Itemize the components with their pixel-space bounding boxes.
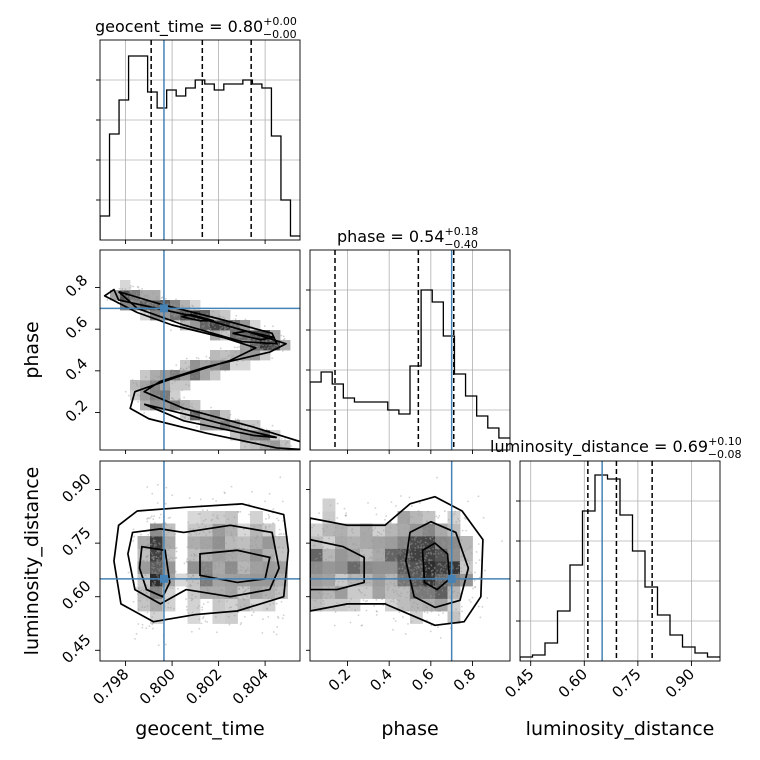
x-tick-label: 0.2 bbox=[325, 665, 355, 695]
x-axis-label-phase: phase bbox=[381, 718, 438, 740]
y-tick-label: 0.45 bbox=[58, 631, 94, 667]
histogram-luminosity-distance bbox=[516, 460, 721, 662]
y-tick-label: 0.2 bbox=[62, 396, 92, 426]
density-bins bbox=[310, 498, 473, 624]
y-tick-label: 0.90 bbox=[58, 470, 94, 506]
y-axis-label-luminosity-distance: luminosity_distance bbox=[21, 467, 43, 656]
x-axis-label-geocent-time: geocent_time bbox=[135, 718, 264, 740]
density-luminosity-distance-vs-geocent-time bbox=[99, 460, 301, 662]
x-tick-label: 0.804 bbox=[229, 665, 272, 708]
density-luminosity-distance-vs-phase bbox=[309, 460, 511, 662]
y-tick-label: 0.6 bbox=[62, 313, 92, 343]
panel-frame bbox=[99, 249, 301, 451]
y-axis-label-phase: phase bbox=[21, 321, 43, 378]
x-tick-label: 0.798 bbox=[89, 665, 132, 708]
y-tick-label: 0.60 bbox=[58, 577, 94, 613]
grid-lines bbox=[100, 40, 300, 240]
truth-point bbox=[159, 574, 168, 583]
x-tick-label: 0.45 bbox=[501, 665, 537, 701]
x-tick-label: 0.802 bbox=[182, 665, 225, 708]
histogram-step bbox=[100, 55, 300, 240]
truth-point bbox=[447, 574, 456, 583]
title-phase: phase = 0.54+0.18 −0.40 bbox=[337, 225, 478, 251]
panel-frame bbox=[99, 460, 301, 662]
x-tick-label: 0.800 bbox=[136, 665, 179, 708]
histogram-step bbox=[520, 474, 720, 661]
x-axis-label-luminosity-distance: luminosity_distance bbox=[526, 718, 715, 740]
histogram-geocent-time bbox=[96, 39, 301, 241]
y-tick-label: 0.8 bbox=[62, 271, 92, 301]
x-tick-label: 0.8 bbox=[450, 665, 480, 695]
panel-frame bbox=[309, 249, 511, 451]
x-tick-label: 0.4 bbox=[366, 665, 396, 695]
x-tick-label: 0.90 bbox=[662, 665, 698, 701]
panel-frame bbox=[519, 460, 721, 662]
x-tick-label: 0.75 bbox=[608, 665, 644, 701]
y-tick-label: 0.4 bbox=[62, 354, 92, 384]
truth-point bbox=[159, 304, 168, 313]
histogram-phase bbox=[306, 249, 511, 451]
sample-points bbox=[127, 476, 285, 647]
title-geocent-time: geocent_time = 0.80+0.00 −0.00 bbox=[95, 15, 297, 41]
x-tick-label: 0.60 bbox=[555, 665, 591, 701]
panel-frame bbox=[99, 39, 301, 241]
x-tick-label: 0.6 bbox=[408, 665, 438, 695]
histogram-step bbox=[310, 289, 510, 450]
grid-lines bbox=[310, 250, 510, 450]
grid-lines bbox=[520, 461, 720, 661]
density-phase-vs-geocent-time bbox=[99, 249, 301, 451]
y-tick-label: 0.75 bbox=[58, 523, 94, 559]
panel-frame bbox=[309, 460, 511, 662]
title-luminosity-distance: luminosity_distance = 0.69+0.10 −0.08 bbox=[490, 435, 742, 461]
